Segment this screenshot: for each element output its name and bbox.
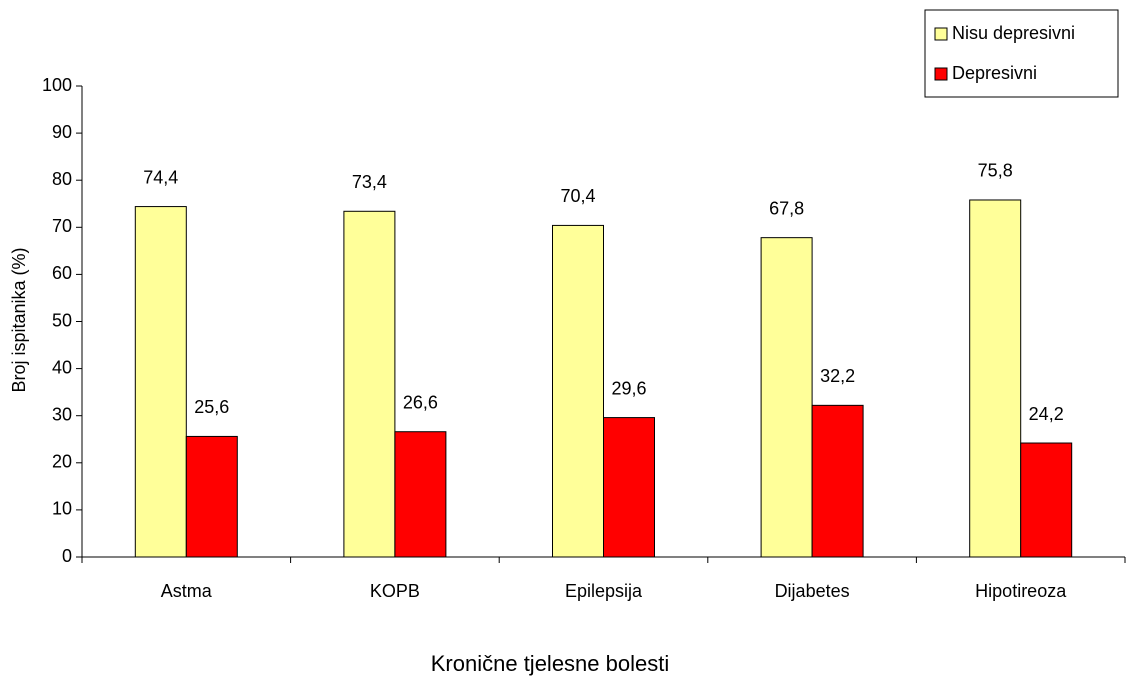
bar	[343, 210, 396, 558]
legend-box	[924, 9, 1119, 98]
y-tick-label: 60	[52, 263, 72, 283]
bar	[760, 237, 813, 558]
bar	[552, 224, 604, 558]
bar	[811, 404, 864, 558]
value-label: 24,2	[1029, 404, 1064, 424]
bar	[134, 206, 187, 558]
y-tick-label: 0	[62, 546, 72, 566]
bar	[394, 431, 447, 558]
bar	[1020, 442, 1073, 558]
y-tick-label: 100	[42, 75, 72, 95]
y-tick-label: 10	[52, 499, 72, 519]
value-label: 73,4	[352, 172, 387, 192]
x-axis-title: Kronične tjelesne bolesti	[431, 651, 669, 676]
value-label: 25,6	[194, 397, 229, 417]
bar	[185, 435, 238, 558]
value-label: 26,6	[403, 392, 438, 412]
value-label: 70,4	[560, 186, 595, 206]
legend-label: Nisu depresivni	[952, 23, 1075, 43]
x-tick-label: Epilepsija	[565, 581, 643, 601]
y-tick-label: 40	[52, 357, 72, 377]
x-tick-label: Astma	[161, 581, 213, 601]
value-label: 74,4	[143, 167, 178, 187]
bar	[969, 199, 1022, 558]
legend-swatch	[934, 67, 948, 81]
x-tick-label: KOPB	[370, 581, 420, 601]
bar	[603, 417, 655, 558]
x-tick-label: Hipotireoza	[975, 581, 1067, 601]
value-label: 32,2	[820, 366, 855, 386]
y-tick-label: 70	[52, 216, 72, 236]
value-label: 75,8	[978, 161, 1013, 181]
y-tick-label: 20	[52, 452, 72, 472]
value-label: 67,8	[769, 198, 804, 218]
x-tick-label: Dijabetes	[775, 581, 850, 601]
y-tick-label: 30	[52, 404, 72, 424]
y-tick-label: 80	[52, 169, 72, 189]
y-axis-title: Broj ispitanika (%)	[9, 247, 29, 392]
value-label: 29,6	[611, 378, 646, 398]
y-tick-label: 50	[52, 310, 72, 330]
legend-swatch	[934, 27, 948, 41]
y-tick-label: 90	[52, 122, 72, 142]
legend-label: Depresivni	[952, 63, 1037, 83]
